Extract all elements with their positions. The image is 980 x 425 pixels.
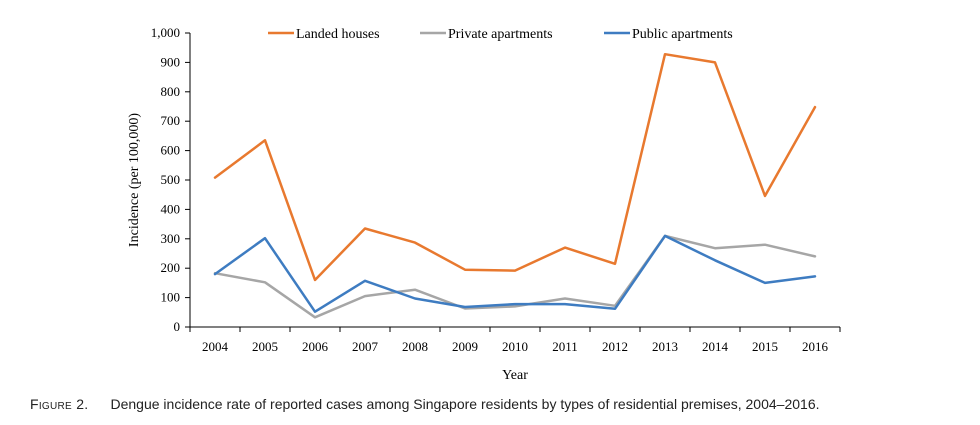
figure-caption: Figure 2. Dengue incidence rate of report… bbox=[30, 396, 970, 412]
y-tick-label: 900 bbox=[161, 54, 181, 69]
y-axis-label: Incidence (per 100,000) bbox=[127, 113, 142, 247]
y-tick-label: 800 bbox=[161, 84, 181, 99]
legend-label-1: Landed houses bbox=[296, 27, 380, 42]
y-tick-label: 700 bbox=[161, 113, 181, 128]
legend: Landed houses Private apartments Public ap… bbox=[268, 27, 733, 42]
y-tick-label: 400 bbox=[161, 201, 181, 216]
y-tick-label: 1,000 bbox=[151, 25, 180, 40]
axes bbox=[189, 33, 840, 328]
axis-ticks: 0 100 200 300 400 500 600 700 800 900 1,000 2004 200… bbox=[151, 25, 841, 354]
legend-label-2: Private apartments bbox=[448, 27, 553, 42]
x-tick-label: 2004 bbox=[202, 339, 229, 354]
y-tick-label: 300 bbox=[161, 231, 181, 246]
y-tick-label: 100 bbox=[161, 290, 181, 305]
x-tick-label: 2006 bbox=[302, 339, 329, 354]
x-tick-label: 2010 bbox=[502, 339, 528, 354]
caption-text: Dengue incidence rate of reported cases … bbox=[110, 396, 820, 412]
series-lines bbox=[213, 52, 817, 319]
x-tick-label: 2012 bbox=[602, 339, 628, 354]
series-line-3 bbox=[213, 234, 817, 313]
y-tick-label: 600 bbox=[161, 143, 181, 158]
y-tick-label: 500 bbox=[161, 172, 181, 187]
y-tick-label: 200 bbox=[161, 260, 181, 275]
x-tick-label: 2014 bbox=[702, 339, 729, 354]
line-chart: 0 100 200 300 400 500 600 700 800 900 1,000 2004 200… bbox=[127, 25, 841, 383]
x-tick-label: 2007 bbox=[352, 339, 379, 354]
y-tick-label: 0 bbox=[174, 319, 181, 334]
x-tick-label: 2015 bbox=[752, 339, 778, 354]
legend-label-3: Public apartments bbox=[632, 27, 733, 42]
x-tick-label: 2013 bbox=[652, 339, 678, 354]
x-tick-label: 2009 bbox=[452, 339, 478, 354]
x-tick-label: 2005 bbox=[252, 339, 278, 354]
x-tick-label: 2011 bbox=[552, 339, 578, 354]
x-tick-label: 2008 bbox=[402, 339, 428, 354]
figure-label: Figure 2. bbox=[30, 396, 89, 412]
x-axis-label: Year bbox=[502, 368, 528, 383]
series-line-1 bbox=[213, 52, 817, 282]
series-line-2 bbox=[213, 234, 817, 319]
x-tick-label: 2016 bbox=[802, 339, 829, 354]
